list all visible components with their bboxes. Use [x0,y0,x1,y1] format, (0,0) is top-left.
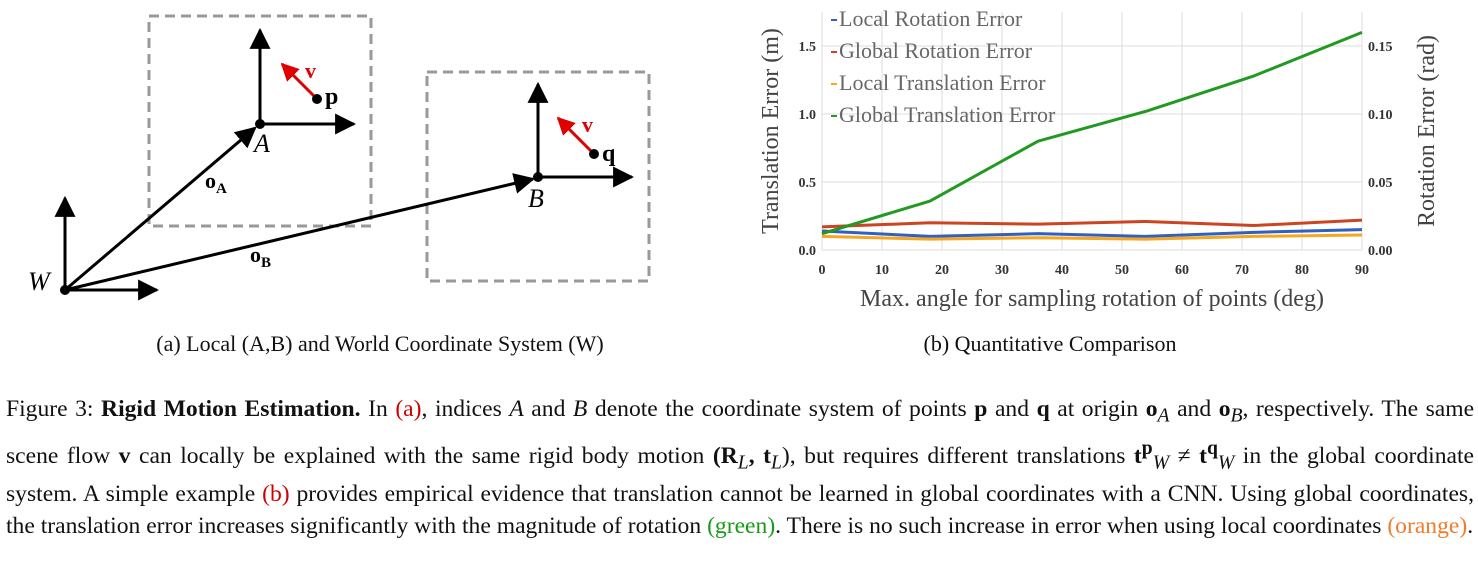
local-frame-B-box [425,70,651,283]
ref-b-link[interactable]: (b) [262,481,290,508]
x-axis-label: Max. angle for sampling rotation of poin… [860,286,1324,312]
math-v: v [118,442,131,469]
frame-B-origin [533,172,543,182]
math-B: B [572,396,588,422]
legend-label: Local Rotation Error [839,6,1023,31]
label-W: W [28,267,52,296]
x-tick-label: 0 [819,263,826,278]
point-p [312,94,322,104]
label-v-B: v [582,112,593,137]
subcaption-a: (a) Local (A,B) and World Coordinate Sys… [156,331,604,356]
math-oB: oB [1218,396,1243,427]
y-left-axis-label: Translation Error (m) [758,28,784,234]
x-tick-label: 90 [1355,263,1369,278]
legend-label: Global Translation Error [839,102,1056,127]
error-chart: 0 10 20 30 40 50 60 70 80 90 0.0 0.5 1.0 1.5 0.00 0.05 0… [758,6,1440,312]
x-tick-label: 70 [1235,263,1249,278]
vector-oA [64,126,257,292]
label-oB: oB [250,242,271,271]
caption-text: In [368,396,388,422]
x-tick-label: 60 [1175,263,1189,278]
x-tick-label: 50 [1115,263,1129,278]
caption-text: at origin [1057,396,1139,422]
caption-title: Rigid Motion Estimation. [101,396,361,422]
caption-text: can locally be explained with the same r… [138,442,705,469]
frame-A-origin [255,119,265,129]
caption-text: and [994,396,1030,422]
caption-text: , respectively. The same scene flow [6,396,1475,469]
x-tick-label: 30 [995,263,1009,278]
label-B: B [528,184,544,213]
label-p: p [325,84,338,110]
y-right-tick-label: 0.05 [1368,176,1393,191]
caption-text: provides empirical evidence that transla… [6,481,1474,540]
local-frame-A-box [147,14,373,228]
label-A: A [252,129,270,158]
math-q: q [1036,396,1050,422]
series-line [821,218,1363,229]
math-oA: oA [1145,396,1170,427]
y-right-axis-label: Rotation Error (rad) [1414,35,1440,227]
math-tWp: tpW [1133,436,1170,474]
y-right-tick-label: 0.15 [1368,40,1393,55]
x-tick-label: 40 [1055,263,1069,278]
figure-label: Figure 3: [6,396,94,422]
vector-oB [64,173,536,292]
math-A: A [509,396,524,422]
caption-text: but requires different translations [804,442,1126,469]
caption-text: , indices [421,396,502,422]
green-ref: (green) [707,513,776,540]
y-left-tick-label: 0.0 [799,244,817,259]
y-left-tick-label: 1.5 [799,40,817,55]
caption-text: and [531,396,566,422]
x-tick-label: 10 [875,263,889,278]
label-oA: oA [205,168,227,197]
series-line [821,228,1363,238]
caption-text: in the global coordinate system. A simpl… [6,442,1475,508]
series-line [821,31,1363,236]
series-line [821,233,1363,241]
x-tick-label: 80 [1295,263,1309,278]
subcaption-b: (b) Quantitative Comparison [923,331,1177,356]
y-left-tick-label: 1.0 [799,108,817,123]
math-p: p [974,396,988,422]
label-v-A: v [305,58,316,83]
ref-a-link[interactable]: (a) [395,396,422,422]
caption-text: . There is no such increase in error whe… [775,513,1382,540]
y-left-tick-label: 0.5 [799,176,817,191]
label-q: q [602,141,616,167]
flow-vector-A [280,62,318,100]
legend-label: Local Translation Error [839,70,1046,95]
y-right-tick-label: 0.10 [1368,108,1393,123]
y-right-tick-label: 0.00 [1368,244,1393,259]
flow-vector-B [556,116,594,154]
math-motion: (RL, tL), [712,442,796,474]
caption-text: . [1467,513,1474,540]
point-q [589,149,599,159]
caption-text: and [1177,396,1212,422]
orange-ref: (orange) [1387,513,1468,540]
figure-caption: Figure 3: Rigid Motion Estimation. In (a… [6,393,1474,542]
figure-canvas: W oA oB A v p B v q 0 10 20 30 40 50 60 70 80 900… [28,6,1440,312]
x-tick-label: 20 [935,263,949,278]
legend-label: Global Rotation Error [839,38,1033,63]
coordinate-diagram: W oA oB A v p B v q [28,14,651,301]
math-tWq: tqW [1199,436,1235,474]
caption-text: denote the coordinate system of points [594,396,967,422]
math-neq: ≠ [1177,442,1191,469]
